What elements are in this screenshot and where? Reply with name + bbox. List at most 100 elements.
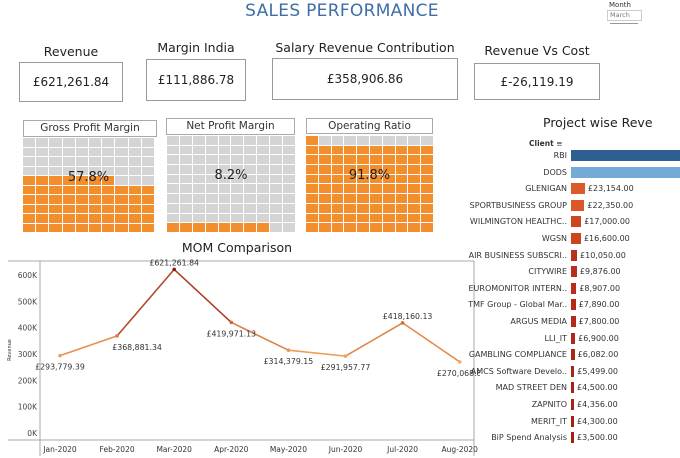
bar[interactable]: [571, 216, 582, 228]
waffle-cell: [421, 136, 433, 145]
bar-value-label: £6,082.00: [577, 350, 619, 360]
bar[interactable]: [571, 382, 574, 394]
waffle-cell: [141, 176, 154, 185]
mom-comparison-chart: MOM Comparison Revenue 0K 100K 200K 300K 400…: [7, 240, 480, 456]
data-label: £418,160.13: [383, 312, 433, 321]
waffle-cell: [128, 214, 141, 223]
waffle-cell: [49, 185, 62, 194]
data-point[interactable]: [172, 267, 176, 272]
month-slider[interactable]: [610, 23, 638, 24]
bar-category-label: TMF Group - Global Mar..: [468, 300, 567, 310]
waffle-cell: [344, 203, 357, 213]
waffle-cell: [421, 213, 433, 223]
waffle-cell: [62, 185, 75, 194]
data-point[interactable]: [400, 321, 405, 325]
waffle-cell: [257, 223, 270, 232]
bar-category-label: MERIT_IT: [530, 416, 567, 426]
bar[interactable]: [571, 166, 680, 178]
waffle-cell: [167, 136, 179, 145]
waffle-cell: [62, 204, 75, 213]
waffle-cell: [306, 203, 318, 213]
waffle-cell: [270, 136, 283, 145]
bar[interactable]: [571, 150, 680, 161]
waffle-cell: [23, 204, 36, 213]
operating-ratio-waffle: 91.8%: [306, 136, 433, 232]
y-axis-title: Revenue: [7, 339, 13, 361]
bar-category-label: AIR BUSINESS SUBSCRI..: [468, 250, 567, 260]
data-point[interactable]: [58, 353, 62, 358]
bar[interactable]: [571, 299, 576, 311]
waffle-cell: [231, 194, 244, 203]
waffle-cell: [344, 174, 357, 184]
waffle-cell: [408, 184, 421, 194]
data-point[interactable]: [115, 334, 119, 338]
bar[interactable]: [571, 249, 578, 261]
waffle-cell: [344, 194, 357, 203]
bar[interactable]: [571, 316, 576, 327]
waffle-cell: [331, 136, 344, 145]
bar[interactable]: [571, 199, 585, 211]
waffle-cell: [115, 214, 128, 223]
bar[interactable]: [571, 183, 585, 195]
month-filter-input[interactable]: March: [607, 10, 642, 21]
kpi-margin-india-value: £111,886.78: [146, 59, 246, 101]
waffle-cell: [382, 174, 395, 184]
waffle-cell: [218, 213, 231, 223]
operating-ratio-value: 91.8%: [348, 168, 391, 183]
waffle-cell: [408, 165, 421, 174]
waffle-cell: [231, 203, 244, 213]
waffle-cell: [257, 145, 270, 155]
waffle-cell: [218, 136, 231, 145]
bar[interactable]: [571, 233, 581, 244]
client-header[interactable]: Client ≡: [529, 139, 563, 148]
waffle-cell: [318, 223, 331, 232]
waffle-cell: [36, 166, 49, 175]
waffle-cell: [23, 147, 36, 156]
data-point[interactable]: [229, 320, 234, 325]
waffle-cell: [408, 145, 421, 155]
data-point[interactable]: [286, 348, 291, 353]
bar[interactable]: [571, 432, 574, 444]
bar[interactable]: [571, 332, 576, 344]
waffle-cell: [128, 138, 141, 147]
data-point[interactable]: [343, 354, 348, 358]
data-point[interactable]: [457, 360, 462, 364]
waffle-cell: [192, 136, 205, 145]
bar[interactable]: [571, 282, 577, 294]
waffle-cell: [244, 203, 257, 213]
y-tick-label: 100K: [18, 403, 38, 412]
waffle-cell: [62, 157, 75, 166]
waffle-cell: [75, 195, 88, 204]
waffle-cell: [218, 194, 231, 203]
project-chart-title: Project wise Reve: [543, 115, 653, 130]
gross-profit-title: Gross Profit Margin: [23, 120, 157, 137]
page-title: SALES PERFORMANCE: [245, 1, 439, 21]
waffle-cell: [370, 213, 382, 223]
bar[interactable]: [571, 349, 575, 361]
bar-value-label: £4,300.00: [577, 416, 618, 426]
waffle-cell: [382, 213, 395, 223]
waffle-cell: [231, 136, 244, 145]
sort-descending-icon[interactable]: ≡: [556, 139, 563, 148]
bar[interactable]: [571, 399, 574, 410]
waffle-cell: [141, 195, 154, 204]
waffle-cell: [344, 145, 357, 155]
waffle-cell: [75, 223, 88, 232]
waffle-cell: [270, 223, 283, 232]
waffle-cell: [231, 165, 244, 174]
bar[interactable]: [571, 266, 577, 278]
waffle-cell: [408, 194, 421, 203]
y-tick-label: 500K: [18, 297, 38, 306]
bar[interactable]: [571, 415, 574, 427]
waffle-cell: [344, 165, 357, 174]
waffle-cell: [141, 157, 154, 166]
waffle-cell: [167, 145, 179, 155]
waffle-cell: [88, 166, 102, 175]
waffle-cell: [408, 155, 421, 165]
waffle-cell: [244, 213, 257, 223]
bar-category-label: ARGUS MEDIA: [510, 317, 567, 326]
waffle-cell: [23, 223, 36, 232]
bar[interactable]: [571, 365, 575, 377]
waffle-cell: [382, 136, 395, 145]
line-segment: [288, 349, 346, 357]
